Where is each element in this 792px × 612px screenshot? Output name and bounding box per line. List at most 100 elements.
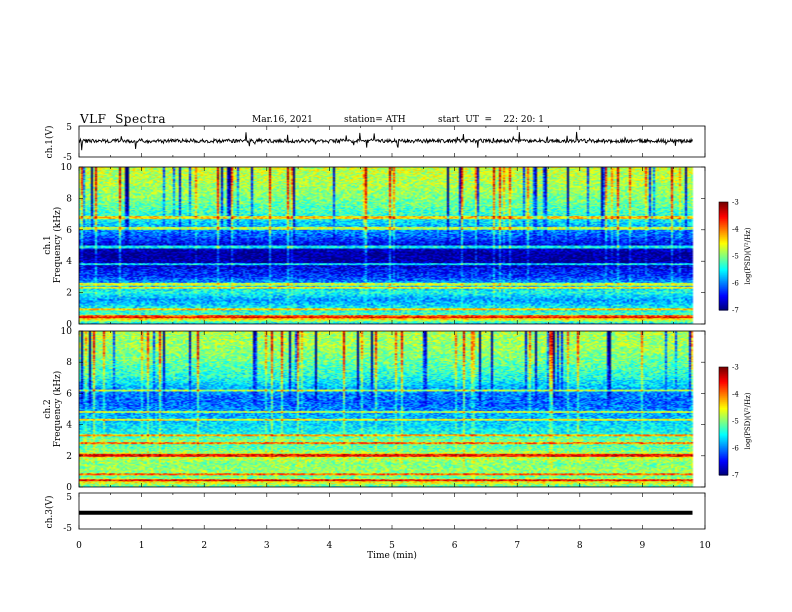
time-tick-label: 0 [76, 541, 82, 551]
ch1-spectrogram-image [79, 167, 705, 324]
colorbar-swatch [719, 236, 728, 239]
colorbar-swatch [719, 240, 728, 243]
colorbar-swatch [719, 306, 728, 309]
colorbar-swatch [719, 286, 728, 289]
colorbar-swatch [719, 373, 728, 376]
colorbar-swatch [719, 381, 728, 384]
colorbar-swatch [719, 290, 728, 293]
ch2-spectrogram-ylabel: ch.2Frequency (kHz) [43, 371, 63, 448]
colorbar-swatch [719, 387, 728, 390]
time-axis-ticks: 0 1 2 3 4 5 6 7 8 9 10 [76, 126, 711, 551]
colorbar-swatch [719, 403, 728, 406]
colorbar-swatch [719, 308, 728, 311]
colorbar-tick-label: -7 [732, 307, 739, 315]
colorbar-swatch [719, 469, 728, 472]
ch1-ytick-bottom: -5 [63, 153, 72, 163]
colorbar-swatch [719, 461, 728, 464]
ch1-ytick-top: 5 [66, 123, 72, 133]
colorbar-frame [718, 366, 729, 476]
colorbar-swatch [719, 210, 728, 213]
colorbar-swatch [719, 248, 728, 251]
time-tick-label: 10 [699, 541, 711, 551]
colorbar-swatch [719, 250, 728, 253]
ch2-spectrogram-yaxis: 0 2 4 6 8 10 [61, 327, 705, 493]
colorbar-swatch [719, 377, 728, 380]
time-tick-label: 7 [514, 541, 520, 551]
colorbar-swatch [719, 268, 728, 271]
colorbar-swatch [719, 427, 728, 430]
ch2-spectrogram-image [79, 331, 705, 487]
ch1-colorbar: -3 -4 -5 -6 -7 log(PSD)(V²/Hz) [718, 199, 752, 315]
colorbar-swatch [719, 208, 728, 211]
colorbar-swatch [719, 383, 728, 386]
colorbar-swatch [719, 222, 728, 225]
colorbar-swatch [719, 451, 728, 454]
colorbar-swatch [719, 395, 728, 398]
colorbar-swatch [719, 294, 728, 297]
colorbar-swatch [719, 421, 728, 424]
colorbar-swatch [719, 445, 728, 448]
colorbar-swatch [719, 230, 728, 233]
colorbar-swatch [719, 280, 728, 283]
colorbar-swatch [719, 399, 728, 402]
colorbar-tick-label: -3 [732, 364, 739, 372]
colorbar-swatch [719, 226, 728, 229]
frequency-tick-label: 10 [61, 327, 73, 337]
colorbar-swatch [719, 429, 728, 432]
colorbar-tick-label: -5 [732, 418, 739, 426]
colorbar-swatch [719, 270, 728, 273]
colorbar-swatch [719, 276, 728, 279]
colorbar-swatch [719, 405, 728, 408]
colorbar-swatch [719, 246, 728, 249]
ch1-ylabel: ch.1(V) [44, 126, 55, 159]
colorbar-swatch [719, 242, 728, 245]
ch3-ytick-bottom: -5 [63, 524, 72, 534]
colorbar-swatch [719, 449, 728, 452]
colorbar-swatch [719, 401, 728, 404]
frequency-tick-label: 10 [61, 163, 73, 173]
ch3-waveform-yaxis: 5 -5 ch.3(V) [44, 493, 72, 534]
figure-title: VLF Spectra [80, 112, 167, 126]
colorbar-swatch [719, 417, 728, 420]
time-tick-label: 5 [389, 541, 395, 551]
colorbar-frame [718, 201, 729, 311]
ch3-ylabel: ch.3(V) [44, 496, 55, 529]
time-tick-label: 8 [577, 541, 583, 551]
colorbar-swatch [719, 278, 728, 281]
colorbar-swatch [719, 369, 728, 372]
colorbar-swatch [719, 413, 728, 416]
colorbar-swatch [719, 457, 728, 460]
colorbar-swatch [719, 304, 728, 307]
frequency-tick-label: 8 [66, 194, 72, 204]
colorbar-swatch [719, 453, 728, 456]
colorbar-swatch [719, 455, 728, 458]
colorbar-swatch [719, 220, 728, 223]
colorbar-swatch [719, 385, 728, 388]
frequency-tick-label: 2 [66, 289, 72, 299]
colorbar-swatch [719, 393, 728, 396]
colorbar-swatch [719, 447, 728, 450]
colorbar-swatch [719, 407, 728, 410]
colorbar-swatch [719, 367, 728, 370]
ch2-colorbar: -3 -4 -5 -6 -7 log(PSD)(V²/Hz) [718, 364, 752, 480]
colorbar-tick-label: -6 [732, 445, 739, 453]
colorbar-tick-label: -3 [732, 199, 739, 207]
frequency-tick-label: 4 [66, 257, 72, 267]
ch1-spectrogram-ylabel: ch.1Frequency (kHz) [43, 207, 63, 284]
colorbar-swatch [719, 214, 728, 217]
colorbar-swatch [719, 228, 728, 231]
colorbar-swatch [719, 371, 728, 374]
time-tick-label: 3 [264, 541, 270, 551]
colorbar-swatch [719, 375, 728, 378]
time-tick-label: 4 [327, 541, 333, 551]
colorbar-tick-label: -5 [732, 253, 739, 261]
colorbar-tick-label: -4 [732, 391, 739, 399]
colorbar-swatch [719, 415, 728, 418]
colorbar-tick-label: -6 [732, 280, 739, 288]
colorbar-label: log(PSD)(V²/Hz) [744, 392, 752, 449]
frequency-tick-label: 8 [66, 358, 72, 368]
ch2-spectrogram [79, 331, 705, 487]
colorbar-swatch [719, 254, 728, 257]
